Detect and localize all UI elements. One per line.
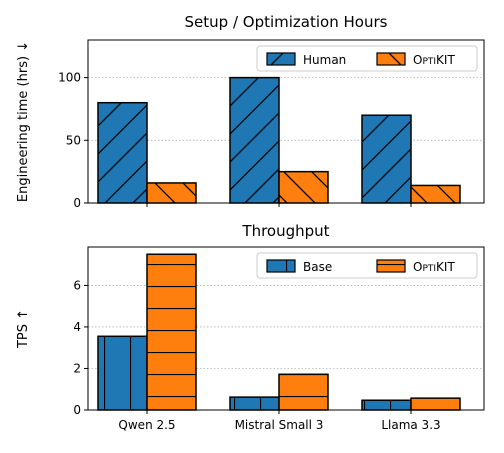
- legend: Base OPTIKIT: [256, 252, 478, 279]
- axes-frame: [87, 39, 485, 204]
- legend-label-human: Human: [303, 53, 346, 67]
- bar-optikit-mistral-small-3: [278, 373, 329, 411]
- legend-swatch-human: [266, 52, 296, 66]
- throughput-panel: 0 2 4 6 Qwen 2.5 Mistral Small 3 Llama 3.3 Thro…: [16, 222, 485, 432]
- x-tick-label-mistral-small-3: Mistral Small 3: [235, 418, 324, 432]
- y-tick-label-4: 4: [73, 320, 81, 334]
- bar-optikit-qwen-2-5: [146, 182, 197, 204]
- y-tick-label-0: 0: [73, 196, 81, 210]
- y-axis-label: Engineering time (hrs) ↓: [16, 41, 31, 202]
- bar-human-mistral-small-3: [229, 76, 280, 204]
- axes-frame: [87, 246, 485, 411]
- legend-swatch-base: [266, 259, 296, 273]
- y-tick-label-6: 6: [73, 278, 81, 292]
- bar-base-qwen-2-5: [97, 335, 148, 411]
- setup-hours-panel: 0 50 100 Setup / Optimization Hours Engineer…: [16, 13, 485, 210]
- y-tick-label-100: 100: [58, 71, 81, 85]
- legend: Human OPTIKIT: [256, 45, 478, 72]
- bar-human-qwen-2-5: [97, 101, 148, 204]
- bar-human-llama-3-3: [361, 114, 412, 204]
- legend-box: [256, 252, 478, 279]
- bar-base-mistral-small-3: [229, 396, 280, 411]
- chart-title: Throughput: [241, 222, 329, 240]
- bar-optikit-qwen-2-5: [146, 253, 197, 411]
- bar-optikit-llama-3-3: [410, 397, 461, 411]
- legend-label-optikit: OPTIKIT: [413, 260, 455, 274]
- legend-label-optikit: OPTIKIT: [413, 53, 455, 67]
- x-tick-label-qwen-2-5: Qwen 2.5: [118, 418, 175, 432]
- y-tick-label-50: 50: [66, 133, 81, 147]
- chart-title: Setup / Optimization Hours: [185, 13, 388, 31]
- bar-optikit-llama-3-3: [410, 184, 461, 204]
- y-tick-label-2: 2: [73, 361, 81, 375]
- legend-swatch-optikit: [376, 259, 406, 273]
- bar-optikit-mistral-small-3: [278, 170, 329, 204]
- legend-swatch-optikit: [376, 52, 406, 66]
- legend-label-base: Base: [303, 260, 332, 274]
- legend-box: [256, 45, 478, 72]
- bar-base-llama-3-3: [361, 399, 412, 411]
- y-axis-label: TPS ↑: [16, 309, 31, 349]
- y-tick-label-0: 0: [73, 403, 81, 417]
- x-tick-label-llama-3-3: Llama 3.3: [381, 418, 440, 432]
